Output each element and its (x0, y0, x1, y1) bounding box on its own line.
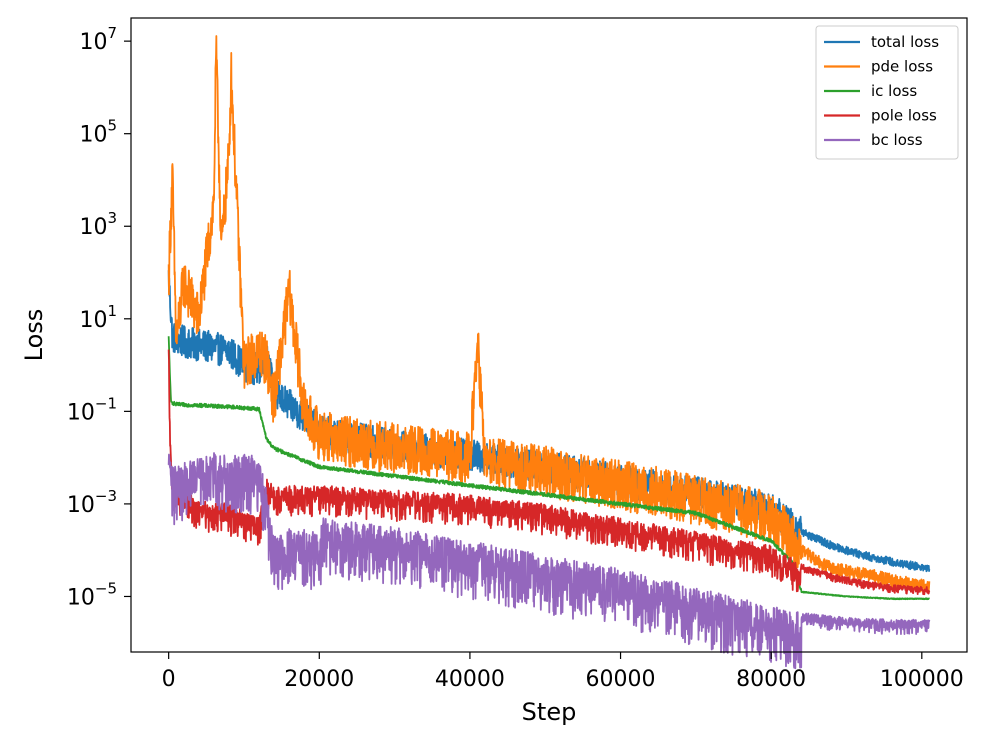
legend-label-pde-loss: pde loss (871, 58, 933, 76)
series-pde-loss (167, 35, 931, 593)
legend-label-bc-loss: bc loss (871, 131, 923, 149)
y-axis: 10−5 10−3 10−1 101 103 105 107 (67, 24, 131, 610)
series-bc-loss (167, 452, 931, 670)
y-tick-label: 107 (79, 24, 117, 55)
y-axis-label: Loss (20, 309, 48, 362)
legend-label-ic-loss: ic loss (871, 82, 917, 100)
y-tick-label: 103 (79, 209, 117, 240)
legend: total loss pde loss ic loss pole loss bc los… (815, 25, 959, 160)
legend-label-pole-loss: pole loss (871, 107, 937, 125)
y-tick-label: 10−5 (67, 579, 117, 610)
x-tick-label: 0 (162, 667, 176, 692)
x-tick-label: 60000 (586, 667, 656, 692)
y-tick-label: 105 (79, 117, 117, 148)
x-tick-label: 80000 (736, 667, 806, 692)
legend-label-total-loss: total loss (871, 33, 939, 51)
series-layer (167, 35, 931, 670)
x-axis-label: Step (522, 698, 577, 726)
y-tick-label: 10−1 (67, 394, 117, 425)
x-tick-label: 100000 (880, 667, 964, 692)
series-ic-loss (167, 336, 931, 601)
y-tick-label: 101 (79, 302, 117, 333)
x-tick-label: 20000 (284, 667, 354, 692)
legend-box (815, 25, 959, 160)
x-tick-label: 40000 (435, 667, 505, 692)
x-axis: 0 20000 40000 60000 80000 100000 (162, 652, 964, 692)
plot-area-frame (130, 17, 968, 653)
y-tick-label: 10−3 (67, 487, 117, 518)
series-pole-loss (167, 349, 931, 596)
